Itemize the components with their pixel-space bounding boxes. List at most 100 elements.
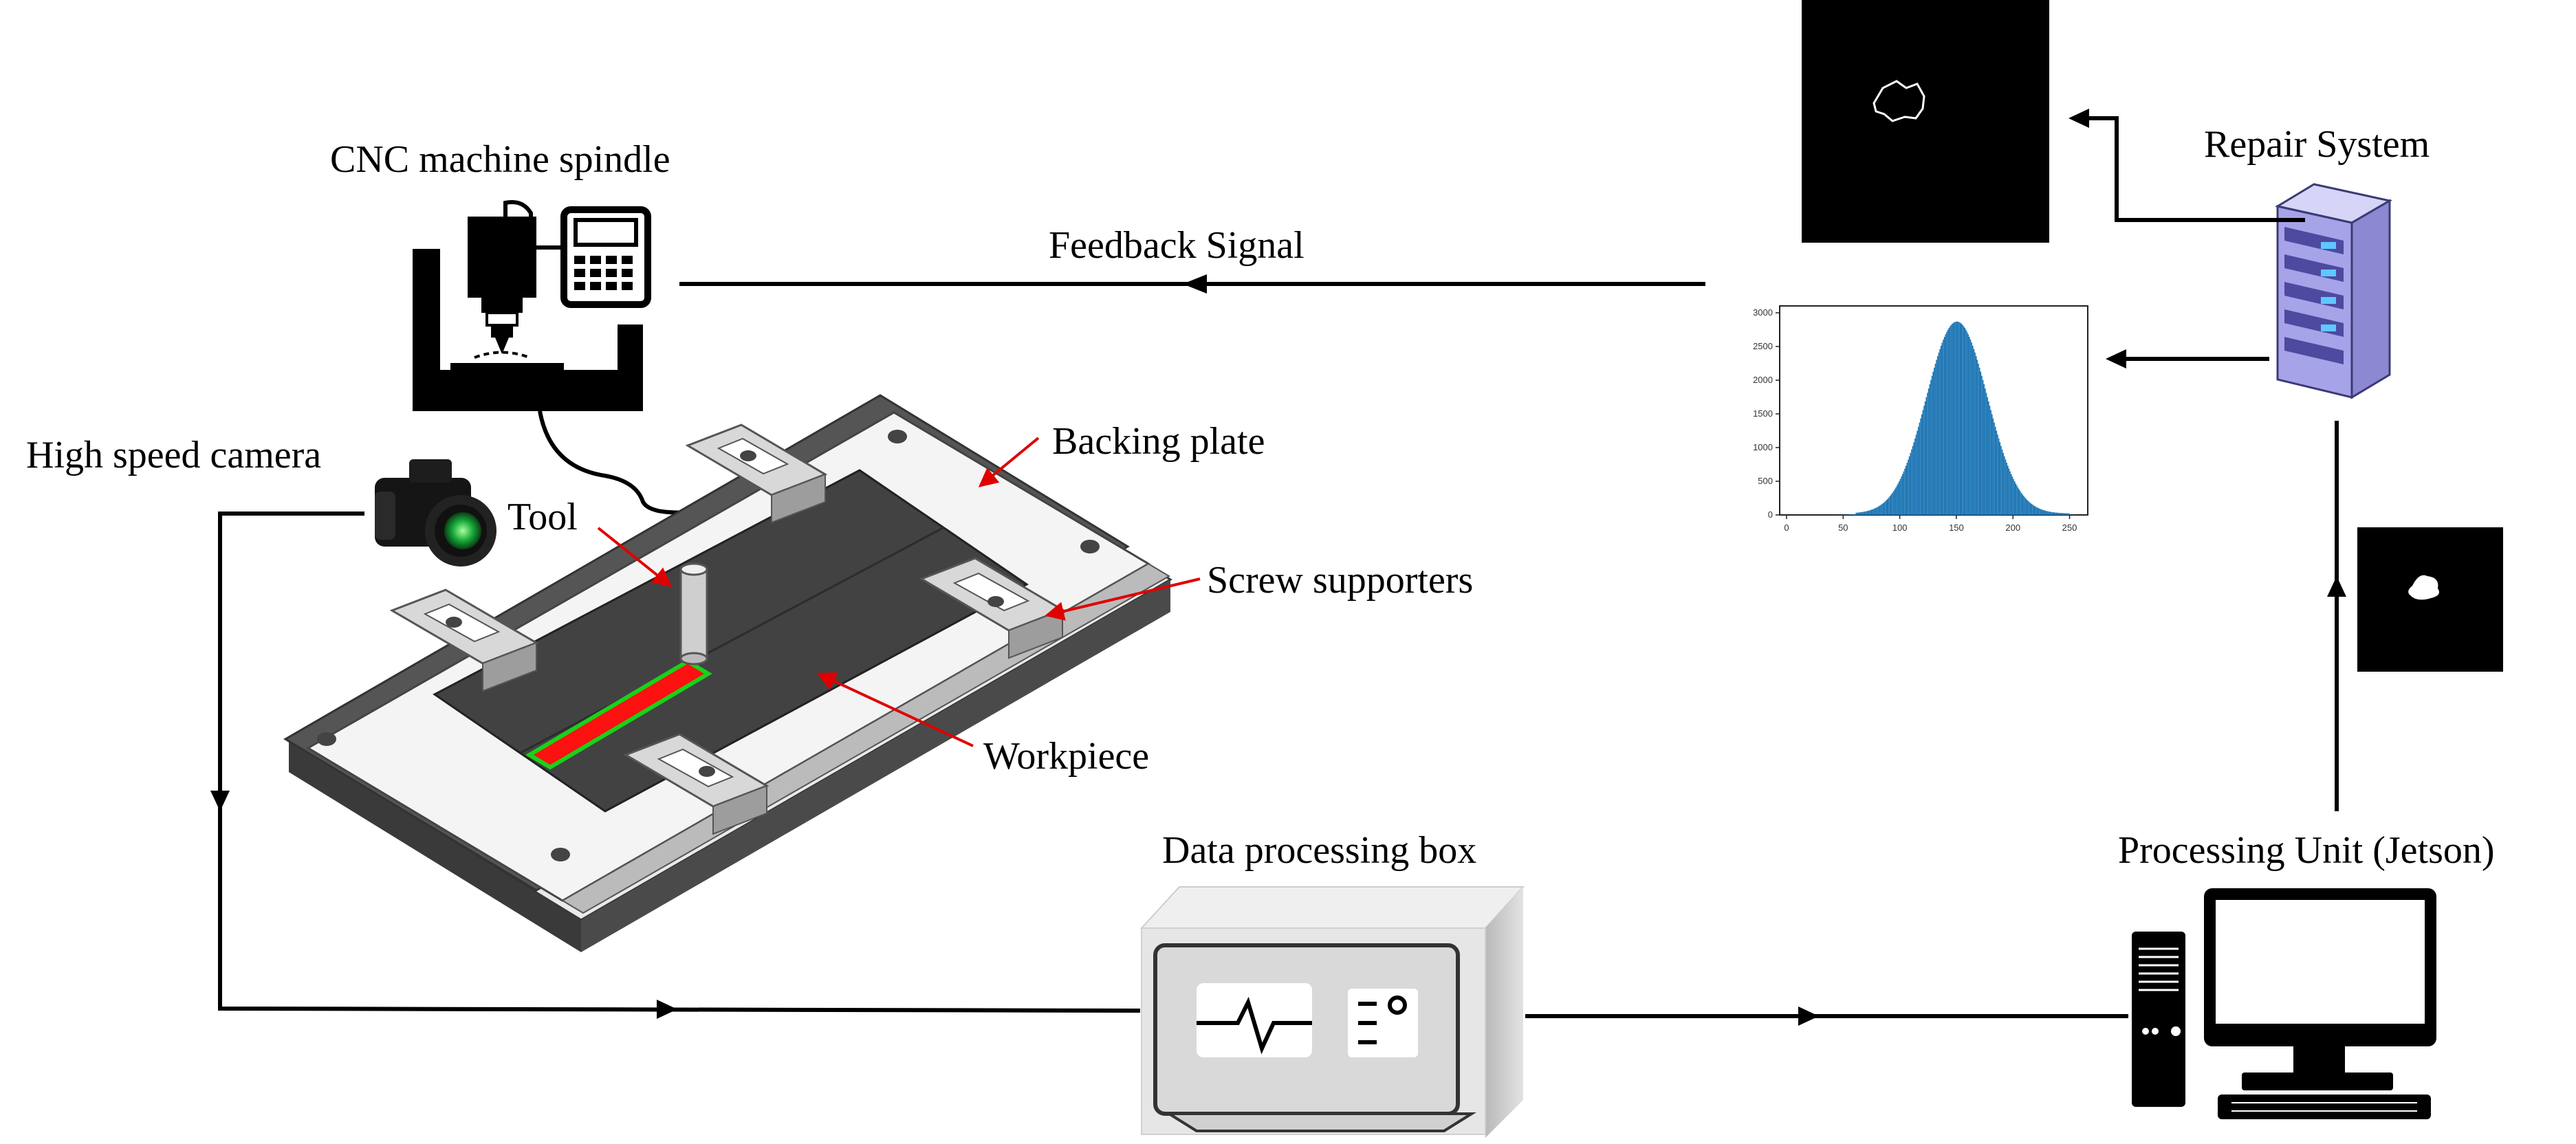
histogram-bar — [2059, 513, 2061, 515]
histogram-bar — [2055, 512, 2056, 515]
histogram-bar — [1908, 459, 1909, 515]
histogram-bar — [2045, 511, 2047, 515]
histogram-bar — [1864, 511, 1866, 515]
histogram-bar — [1982, 380, 1984, 515]
histogram-bar — [1963, 326, 1965, 515]
histogram-bar — [2027, 500, 2029, 515]
screw-supporters-label: Screw supporters — [1207, 559, 1473, 602]
histogram-bar — [1945, 334, 1947, 515]
histogram-bar — [1859, 512, 1860, 515]
histogram-bar — [2025, 498, 2027, 515]
histogram-bar — [1934, 367, 1935, 515]
histogram-bar — [1873, 508, 1875, 515]
histogram-bar — [2029, 503, 2031, 515]
histogram-bar — [1948, 327, 1950, 515]
histogram-bar — [1857, 512, 1859, 515]
screw-supporter-2 — [389, 588, 539, 692]
histogram-bar — [1988, 401, 1989, 515]
histogram-bar — [1966, 331, 1968, 515]
histogram-bar — [2058, 512, 2060, 515]
histogram-bar — [2013, 478, 2014, 515]
histogram-bar — [1936, 355, 1939, 515]
histogram-bar — [1853, 514, 1855, 515]
histogram-bar — [1985, 388, 1986, 515]
histogram-bar — [1997, 434, 1998, 515]
histogram-bar — [1978, 363, 1979, 515]
histogram-bar — [1861, 512, 1863, 515]
histogram-bar — [1939, 349, 1941, 515]
histogram-bar — [1959, 322, 1961, 515]
feedback-signal-label: Feedback Signal — [1049, 224, 1305, 267]
histogram-bar — [1892, 492, 1893, 515]
histogram-bar — [1906, 463, 1908, 515]
histogram-bar — [1952, 323, 1953, 515]
histogram-bar — [1892, 491, 1895, 515]
histogram-bar — [1923, 406, 1925, 515]
histogram-y-tick-label: 1500 — [1753, 408, 1773, 419]
histogram-bar — [2005, 459, 2007, 515]
histogram-bar — [2039, 508, 2040, 515]
histogram-bar — [1919, 422, 1921, 515]
histogram-bar — [2055, 512, 2057, 515]
data-processing-box-label: Data processing box — [1162, 829, 1476, 872]
histogram-bar — [2026, 500, 2028, 515]
histogram-bar — [2040, 509, 2042, 515]
histogram-bar — [2036, 507, 2038, 515]
histogram-bar — [1878, 506, 1879, 515]
histogram-bar — [1929, 384, 1931, 515]
histogram-bar — [1931, 375, 1933, 515]
histogram-bar — [1879, 505, 1881, 515]
histogram-bar — [2031, 503, 2033, 515]
histogram-bar — [1869, 510, 1870, 515]
histogram-bar — [1866, 511, 1867, 515]
histogram-y-ticks: 0 500 1000 1500 2000 2500 3000 — [1753, 307, 1780, 520]
histogram-bar — [1904, 468, 1906, 515]
backing-plate-pointer — [978, 437, 1040, 487]
histogram-bar — [1887, 498, 1889, 515]
histogram-y-tick-label: 0 — [1768, 509, 1773, 520]
histogram-bar — [2008, 468, 2010, 515]
processing-unit-label: Processing Unit (Jetson) — [2118, 829, 2495, 872]
contour-image — [1802, 0, 2049, 243]
histogram-bar — [2044, 510, 2046, 515]
histogram-bar — [1871, 509, 1873, 515]
cnc-machine-icon — [413, 200, 688, 515]
histogram-bar — [1967, 334, 1969, 515]
histogram-bar — [1863, 512, 1865, 515]
histogram-bar — [2057, 512, 2059, 515]
histogram-bar — [1914, 438, 1916, 515]
histogram-bar — [1980, 371, 1982, 515]
histogram-bar — [2009, 471, 2011, 515]
histogram-bar — [2049, 512, 2051, 515]
histogram-bar — [1877, 507, 1879, 515]
histogram-bar — [1958, 322, 1960, 515]
histogram-bar — [1855, 512, 1857, 515]
histogram-bar — [1950, 324, 1952, 515]
histogram-bar — [2035, 507, 2037, 515]
histogram-y-tick-label: 3000 — [1753, 307, 1773, 318]
histogram-bar — [1912, 446, 1914, 515]
histogram-bar — [1952, 322, 1954, 515]
histogram-x-tick-label: 0 — [1784, 522, 1789, 533]
histogram-bar — [2043, 510, 2045, 515]
histogram-bar — [2006, 463, 2007, 515]
feedback-arrowhead — [1183, 274, 1207, 294]
histogram-bar — [1905, 465, 1907, 515]
histogram-bar — [2032, 505, 2033, 515]
welding-fixture — [283, 394, 1172, 952]
histogram-bar — [1894, 489, 1896, 515]
histogram-bar — [2011, 476, 2013, 515]
histogram-bar — [2053, 512, 2055, 515]
data-processing-box-icon — [1139, 886, 1525, 1138]
histogram-bar — [1994, 426, 1996, 515]
histogram-bar — [1924, 401, 1926, 515]
histogram-bar — [1978, 367, 1980, 515]
tool — [679, 562, 708, 666]
histogram-bar — [1946, 331, 1947, 515]
workpiece-pointer — [816, 672, 974, 747]
histogram-bar — [1886, 500, 1888, 515]
histogram-bar — [1973, 349, 1975, 515]
histogram-bar — [1897, 483, 1899, 515]
histogram-bar — [1955, 321, 1956, 515]
